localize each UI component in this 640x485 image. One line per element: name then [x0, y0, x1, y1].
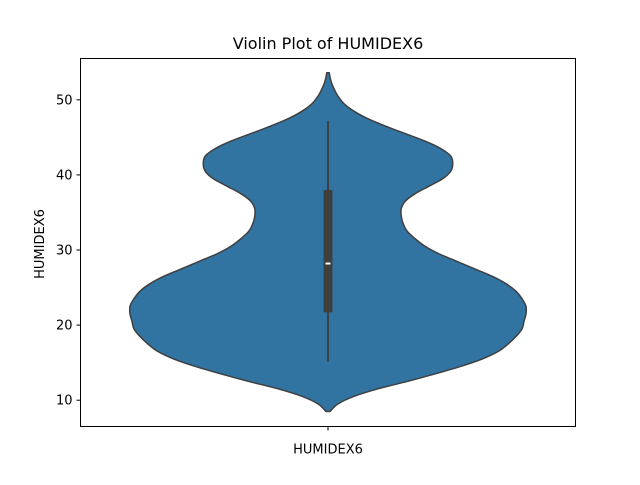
y-axis-label: HUMIDEX6	[33, 209, 48, 279]
x-tick-label: HUMIDEX6	[293, 443, 363, 458]
axis-layer: 10 20 30 40 50 HUMIDEX6	[56, 93, 363, 457]
y-tick-label: 30	[56, 244, 73, 259]
violin-iqr-box	[323, 189, 333, 313]
plot-frame	[80, 58, 576, 427]
y-tick-label: 50	[56, 93, 73, 108]
plot-layer	[128, 72, 528, 413]
y-tick-label: 20	[56, 319, 73, 334]
chart-title: Violin Plot of HUMIDEX6	[233, 34, 424, 53]
y-tick-label: 40	[56, 168, 73, 183]
y-tick-label: 10	[56, 394, 73, 409]
